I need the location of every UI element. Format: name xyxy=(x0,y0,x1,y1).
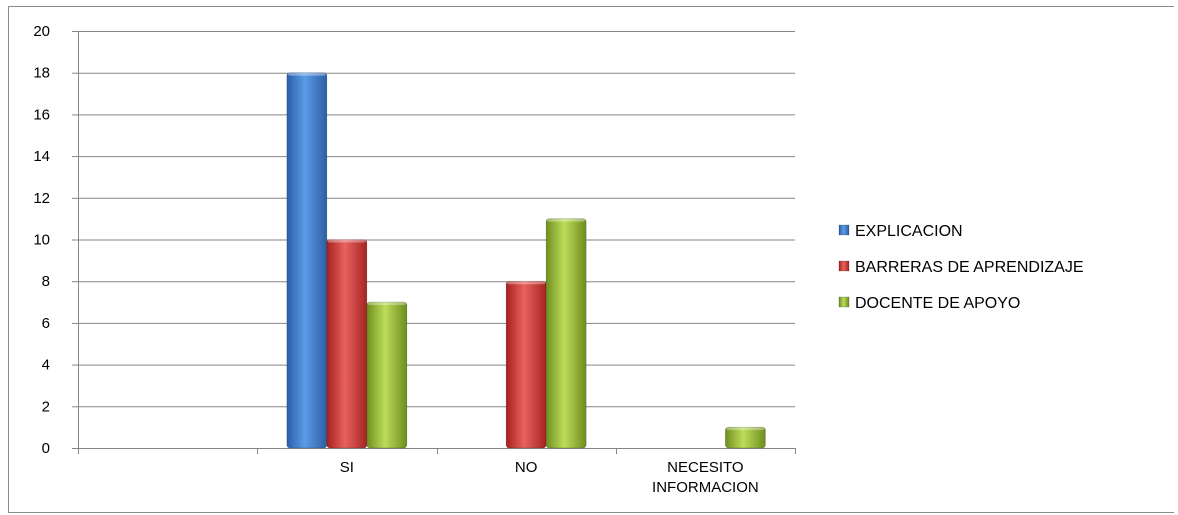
chart-frame xyxy=(8,6,1174,513)
legend-swatch xyxy=(838,224,850,236)
y-tick-label: 8 xyxy=(42,273,50,290)
gridlines xyxy=(78,31,795,408)
x-tick-label: NO xyxy=(515,459,538,476)
bar-barreras-de-aprendizaje xyxy=(326,239,368,449)
bar-docente-de-apoyo xyxy=(366,301,408,449)
legend-swatch xyxy=(838,260,850,272)
y-tick-label: 12 xyxy=(33,190,50,207)
bar-highlight xyxy=(547,218,586,222)
x-tick-label: SI xyxy=(340,459,354,476)
bar-explicacion xyxy=(286,72,328,449)
y-tick-label: 2 xyxy=(42,398,50,415)
legend-label: EXPLICACION xyxy=(855,223,963,240)
bar-highlight xyxy=(726,427,765,431)
y-tick-label: 14 xyxy=(33,148,50,165)
bars xyxy=(286,72,766,449)
bar-barreras-de-aprendizaje xyxy=(505,280,547,449)
bar-highlight xyxy=(507,281,546,285)
bar-highlight xyxy=(367,302,406,306)
bar-docente-de-apoyo xyxy=(545,218,587,449)
x-tick-label: NECESITO xyxy=(667,459,743,476)
x-tick-label: INFORMACION xyxy=(652,479,759,496)
legend: EXPLICACION BARRERAS DE APRENDIZAJE DOCENT… xyxy=(838,223,1084,312)
legend-label: BARRERAS DE APRENDIZAJE xyxy=(855,259,1084,276)
y-tick-label: 4 xyxy=(42,357,50,374)
y-tick-label: 6 xyxy=(42,315,50,332)
legend-swatch xyxy=(838,296,850,308)
tick-labels: 0 2 4 6 8 10 12 14 16 18 20 SI NO NECESITO INFORMACION xyxy=(33,23,758,496)
y-tick-label: 18 xyxy=(33,65,50,82)
bar-highlight xyxy=(287,72,326,76)
axes xyxy=(72,31,796,454)
legend-label: DOCENTE DE APOYO xyxy=(855,295,1020,312)
y-tick-label: 10 xyxy=(33,232,50,249)
bar-docente-de-apoyo xyxy=(725,426,766,449)
y-tick-label: 16 xyxy=(33,106,50,123)
y-tick-label: 20 xyxy=(33,23,50,40)
y-tick-label: 0 xyxy=(42,440,50,457)
bar-highlight xyxy=(327,239,366,243)
